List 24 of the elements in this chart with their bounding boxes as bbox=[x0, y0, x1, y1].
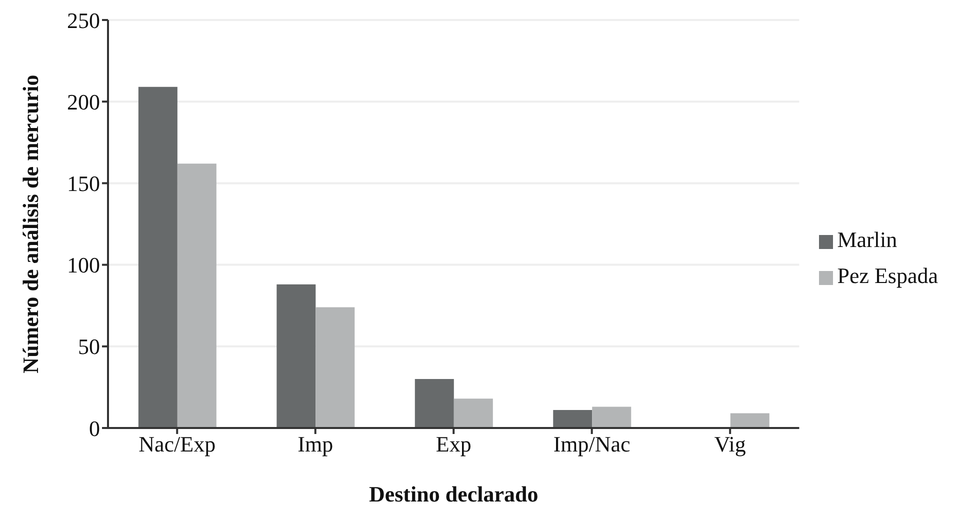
bar bbox=[177, 164, 216, 428]
y-tick-label: 200 bbox=[67, 89, 100, 114]
y-tick-label: 50 bbox=[78, 334, 100, 360]
bar bbox=[276, 284, 316, 428]
legend-label: Pez Espada bbox=[837, 263, 938, 288]
bar bbox=[454, 398, 493, 428]
x-tick-label: Vig bbox=[714, 432, 746, 457]
x-tick-label: Imp/Nac bbox=[553, 432, 631, 457]
x-axis-title: Destino declarado bbox=[368, 482, 538, 507]
bar bbox=[414, 379, 454, 428]
bar bbox=[592, 406, 632, 428]
bar bbox=[138, 86, 178, 428]
bar bbox=[553, 410, 592, 428]
y-tick-label: 150 bbox=[67, 171, 100, 196]
bar bbox=[730, 413, 770, 428]
x-tick-label: Exp bbox=[436, 432, 472, 457]
y-tick-label: 100 bbox=[67, 252, 100, 278]
y-tick-label: 250 bbox=[67, 8, 100, 33]
bar bbox=[316, 307, 355, 428]
y-axis-title: Número de análisis de mercurio bbox=[18, 74, 43, 374]
x-tick-label: Nac/Exp bbox=[138, 432, 216, 457]
legend-label: Marlin bbox=[837, 227, 898, 252]
y-tick-label: 0 bbox=[89, 416, 100, 441]
x-tick-label: Imp bbox=[298, 432, 334, 457]
